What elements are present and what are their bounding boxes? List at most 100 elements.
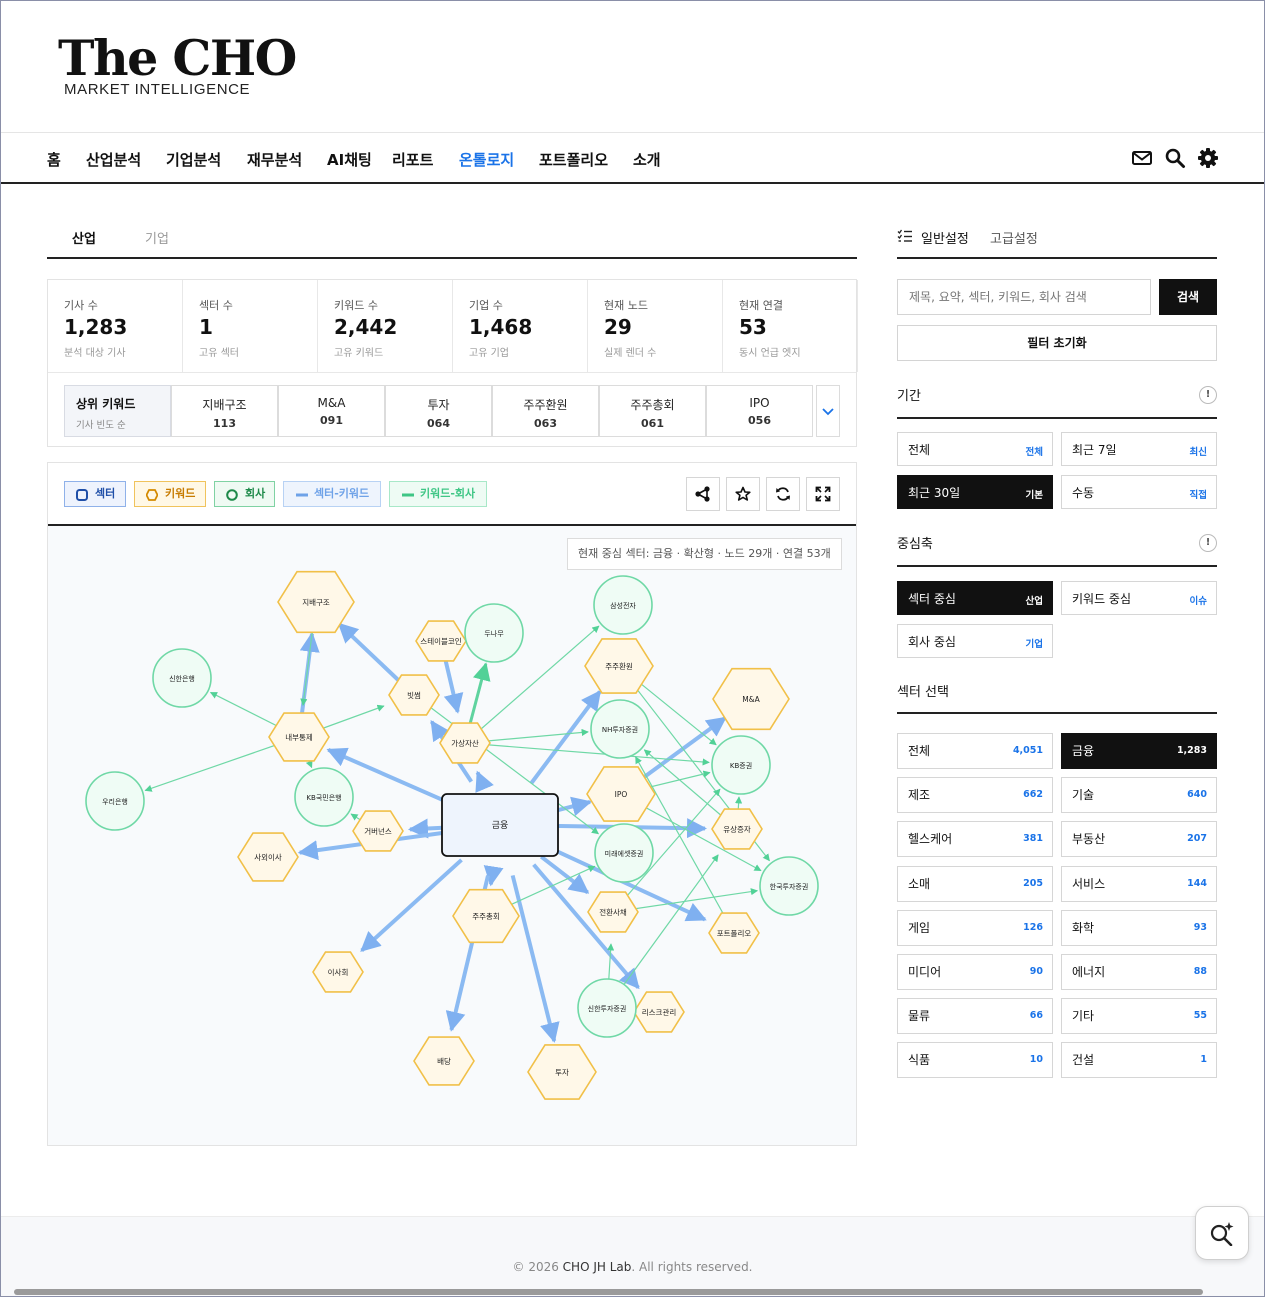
sector-node[interactable] bbox=[441, 793, 559, 857]
keyword-node[interactable] bbox=[352, 810, 404, 852]
nav-item-about[interactable]: 소개 bbox=[633, 151, 661, 169]
search-icon[interactable] bbox=[1164, 147, 1186, 169]
company-node[interactable] bbox=[294, 767, 354, 827]
company-node[interactable] bbox=[152, 648, 212, 708]
sector-option[interactable]: 부동산 207 bbox=[1061, 821, 1217, 858]
horizontal-scrollbar[interactable] bbox=[14, 1289, 1203, 1295]
nav-item-portfolio[interactable]: 포트폴리오 bbox=[539, 151, 609, 169]
keyword-node[interactable] bbox=[708, 912, 760, 954]
company-node[interactable] bbox=[594, 823, 654, 883]
sector-option[interactable]: 헬스케어 381 bbox=[897, 821, 1053, 858]
legend-keyword[interactable]: 키워드 bbox=[134, 481, 206, 507]
gear-icon[interactable] bbox=[1197, 147, 1219, 169]
company-node[interactable] bbox=[85, 771, 145, 831]
keyword-node[interactable] bbox=[268, 712, 330, 762]
sector-option[interactable]: 식품 10 bbox=[897, 1042, 1053, 1079]
keyword-node[interactable] bbox=[413, 1036, 475, 1086]
keyword-node[interactable] bbox=[439, 722, 491, 764]
ai-assistant-button[interactable] bbox=[1195, 1206, 1249, 1260]
keyword-chip[interactable]: 주주총회 061 bbox=[599, 385, 706, 437]
nav-item-ontology[interactable]: 온톨로지 bbox=[459, 151, 515, 169]
sector-option[interactable]: 미디어 90 bbox=[897, 954, 1053, 990]
keyword-node[interactable] bbox=[527, 1044, 597, 1100]
company-node[interactable] bbox=[577, 978, 637, 1038]
legend-keyword-company-edge[interactable]: 키워드-회사 bbox=[389, 481, 487, 507]
sector-option[interactable]: 소매 205 bbox=[897, 865, 1053, 902]
keyword-node[interactable] bbox=[452, 888, 520, 944]
sector-option[interactable]: 금융 1,283 bbox=[1061, 733, 1217, 769]
nav-item-ai-chat[interactable]: AI채팅 bbox=[327, 151, 372, 169]
nav-item-home[interactable]: 홈 bbox=[47, 151, 61, 169]
period-option-7d[interactable]: 최근 7일 최신 bbox=[1061, 432, 1217, 466]
sector-label: 부동산 bbox=[1072, 832, 1106, 847]
tab-industry[interactable]: 산업 bbox=[72, 232, 96, 247]
layout-button[interactable] bbox=[686, 477, 720, 511]
axis-option-keyword[interactable]: 키워드 중심 이슈 bbox=[1061, 581, 1217, 615]
nav-item-finance[interactable]: 재무분석 bbox=[247, 151, 303, 169]
node-label: 리스크관리 bbox=[642, 1007, 677, 1017]
company-node[interactable] bbox=[593, 575, 653, 635]
mail-icon[interactable] bbox=[1131, 147, 1153, 169]
sector-option[interactable]: 전체 4,051 bbox=[897, 733, 1053, 769]
favorite-button[interactable] bbox=[726, 477, 760, 511]
company-node[interactable] bbox=[590, 699, 650, 759]
sector-option[interactable]: 기타 55 bbox=[1061, 998, 1217, 1035]
company-node[interactable] bbox=[759, 856, 819, 916]
keyword-node[interactable] bbox=[237, 832, 299, 882]
keyword-node[interactable] bbox=[415, 620, 467, 662]
legend-company[interactable]: 회사 bbox=[214, 481, 275, 507]
search-button[interactable]: 검색 bbox=[1159, 279, 1217, 315]
sector-option[interactable]: 에너지 88 bbox=[1061, 954, 1217, 990]
brand-logo[interactable]: The CHO MARKET INTELLIGENCE bbox=[58, 30, 297, 98]
keyword-node[interactable] bbox=[584, 638, 654, 694]
axis-option-sector[interactable]: 섹터 중심 산업 bbox=[897, 581, 1053, 615]
keyword-chip[interactable]: M&A 091 bbox=[278, 385, 385, 437]
keyword-node[interactable] bbox=[586, 766, 656, 822]
axis-option-company[interactable]: 회사 중심 기업 bbox=[897, 624, 1053, 658]
keyword-node[interactable] bbox=[587, 891, 639, 933]
sector-option[interactable]: 화학 93 bbox=[1061, 909, 1217, 946]
reset-filter-button[interactable]: 필터 초기화 bbox=[897, 325, 1217, 361]
company-node[interactable] bbox=[464, 603, 524, 663]
keyword-chip[interactable]: 투자 064 bbox=[385, 385, 492, 437]
search-input[interactable] bbox=[897, 279, 1151, 315]
sector-option[interactable]: 서비스 144 bbox=[1061, 865, 1217, 902]
period-option-manual[interactable]: 수동 직접 bbox=[1061, 475, 1217, 509]
tab-advanced-settings[interactable]: 고급설정 bbox=[990, 232, 1038, 247]
keyword-node[interactable] bbox=[312, 951, 364, 993]
legend-sector-keyword-edge[interactable]: 섹터-키워드 bbox=[283, 481, 381, 507]
tab-general-settings[interactable]: 일반설정 bbox=[921, 232, 969, 247]
chevron-down-icon[interactable] bbox=[816, 385, 840, 437]
info-icon[interactable]: ! bbox=[1199, 534, 1217, 552]
sector-option[interactable]: 제조 662 bbox=[897, 777, 1053, 814]
nav-item-industry[interactable]: 산업분석 bbox=[86, 151, 142, 169]
keyword-chip[interactable]: IPO 056 bbox=[706, 385, 813, 437]
sector-option[interactable]: 건설 1 bbox=[1061, 1042, 1217, 1079]
company-node[interactable] bbox=[711, 735, 771, 795]
keyword-chip[interactable]: 주주환원 063 bbox=[492, 385, 599, 437]
graph-canvas[interactable]: 지배구조 스테이블코인 빗썸 가상자산 내부통제 거버넌스 사외이사 주주환원 IPO M&A 유상… bbox=[48, 526, 856, 1145]
legend-sector[interactable]: 섹터 bbox=[64, 481, 126, 507]
sector-option[interactable]: 물류 66 bbox=[897, 998, 1053, 1035]
period-option-30d[interactable]: 최근 30일 기본 bbox=[897, 475, 1053, 509]
period-option-all[interactable]: 전체 전체 bbox=[897, 432, 1053, 466]
sector-option[interactable]: 기술 640 bbox=[1061, 777, 1217, 814]
fullscreen-button[interactable] bbox=[806, 477, 840, 511]
node-label: 신한은행 bbox=[169, 674, 195, 683]
copyright-owner[interactable]: CHO JH Lab bbox=[562, 1260, 632, 1274]
keyword-chip[interactable]: 지배구조 113 bbox=[171, 385, 278, 437]
keyword-node[interactable] bbox=[388, 674, 440, 716]
nav-item-report[interactable]: 리포트 bbox=[392, 151, 434, 169]
keyword-company-edge bbox=[635, 756, 735, 934]
sector-option[interactable]: 게임 126 bbox=[897, 909, 1053, 946]
keyword-node[interactable] bbox=[712, 667, 790, 731]
node-label: 사외이사 bbox=[254, 852, 282, 862]
tab-company[interactable]: 기업 bbox=[145, 232, 169, 247]
info-icon[interactable]: ! bbox=[1199, 386, 1217, 404]
refresh-button[interactable] bbox=[766, 477, 800, 511]
sector-count: 88 bbox=[1193, 966, 1207, 977]
nav-item-company[interactable]: 기업분석 bbox=[166, 151, 222, 169]
keyword-node[interactable] bbox=[277, 570, 355, 634]
keyword-node[interactable] bbox=[711, 808, 763, 850]
